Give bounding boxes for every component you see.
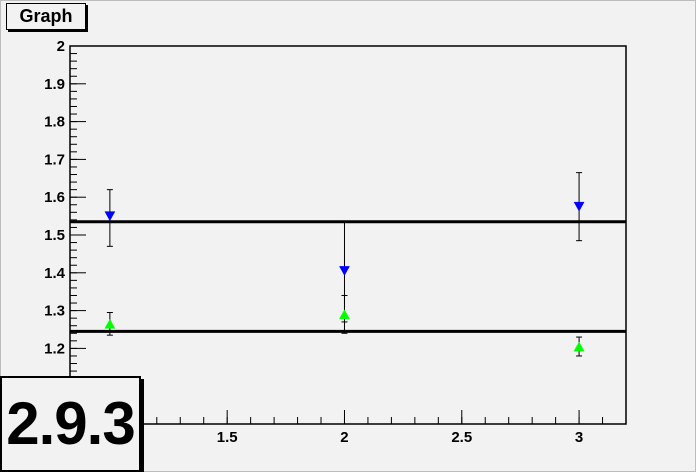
data-point-down [573,201,585,212]
x-tick-label: 2 [340,429,348,446]
data-point-down [104,211,116,222]
x-tick-label: 3 [575,429,583,446]
data-point-up [573,341,585,352]
y-tick-label: 1.7 [44,151,65,168]
data-point-up [104,318,116,329]
plot-frame [69,45,627,425]
y-tick-label: 1.2 [44,340,65,357]
chart-title: Graph [6,3,86,30]
x-tick-label: 1.5 [217,429,238,446]
y-tick-label: 1.4 [44,265,66,282]
data-point-up [339,309,350,320]
version-label: 2.9.3 [0,376,141,472]
y-tick-label: 1.5 [44,227,65,244]
y-tick-label: 1.9 [44,76,65,93]
x-tick-label: 2.5 [451,429,472,446]
y-tick-label: 1.8 [44,114,65,131]
data-point-down [339,266,350,276]
y-tick-label: 2 [57,38,65,55]
y-tick-label: 1.6 [44,189,65,206]
y-tick-label: 1.3 [44,303,65,320]
